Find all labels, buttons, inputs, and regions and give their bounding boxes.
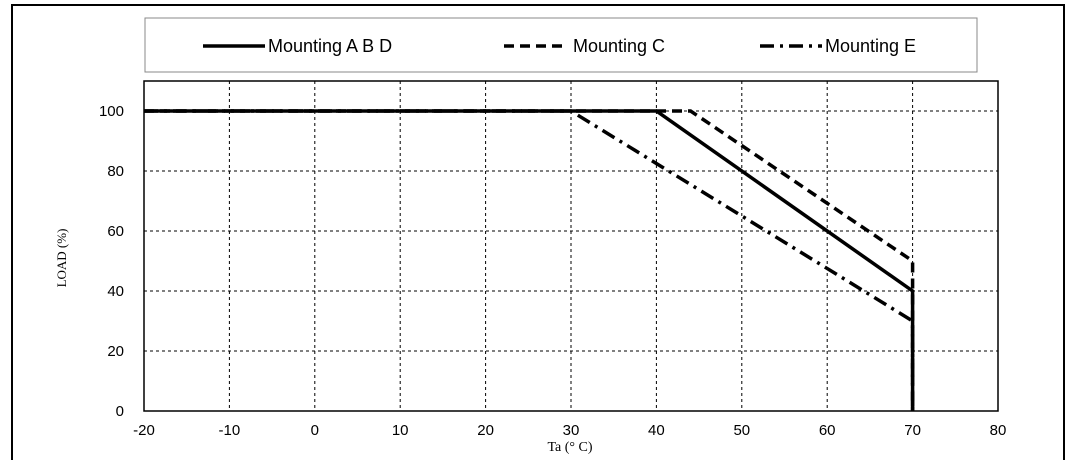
x-tick-label: -10 (219, 422, 241, 439)
y-tick-label: 40 (107, 283, 124, 300)
y-axis-label: LOAD (%) (54, 229, 69, 288)
outer-frame (12, 5, 1064, 460)
x-tick-label: 70 (904, 422, 921, 439)
x-tick-label: 20 (477, 422, 494, 439)
x-tick-label: 60 (819, 422, 836, 439)
x-tick-label: -20 (133, 422, 155, 439)
y-tick-label: 60 (107, 223, 124, 240)
y-tick-label: 0 (116, 403, 124, 420)
x-tick-label: 80 (990, 422, 1007, 439)
x-tick-label: 10 (392, 422, 409, 439)
x-axis-label: Ta (° C) (547, 440, 592, 455)
legend-label-3: Mounting E (825, 36, 916, 56)
x-tick-label: 0 (311, 422, 319, 439)
x-tick-label: 30 (563, 422, 580, 439)
x-tick-label: 40 (648, 422, 665, 439)
legend-label-2: Mounting C (573, 36, 665, 56)
y-tick-label: 100 (99, 103, 124, 120)
y-tick-label: 20 (107, 343, 124, 360)
y-tick-label: 80 (107, 163, 124, 180)
legend-label-1: Mounting A B D (268, 36, 392, 56)
x-tick-label: 50 (733, 422, 750, 439)
